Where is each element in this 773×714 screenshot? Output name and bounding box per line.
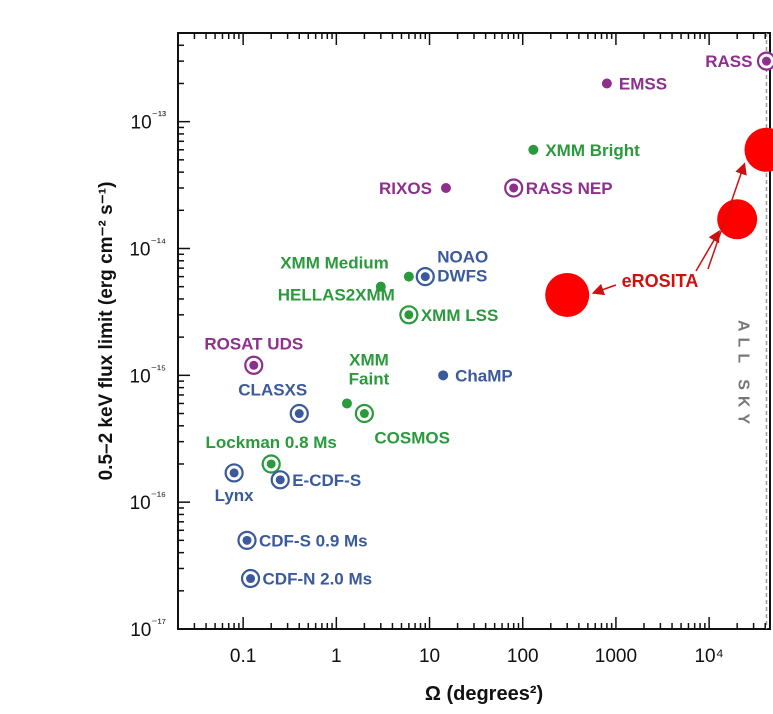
label-lynx: Lynx	[215, 486, 255, 505]
erosita-arrow-1	[591, 283, 617, 296]
erosita-point-2	[717, 199, 758, 240]
label-xmm-faint: XMM Faint	[349, 350, 390, 388]
point-xmm-medium	[375, 281, 386, 292]
y-tick-label: 10⁻¹⁵	[130, 362, 166, 387]
x-tick-label: 100	[507, 646, 539, 667]
y-tick-label: 10⁻¹³	[131, 109, 166, 134]
point-e-cdf-s	[275, 475, 285, 485]
all-sky-label: ALL SKY	[734, 320, 751, 430]
x-tick-label: 10⁴	[694, 646, 723, 667]
point-xmm-lss	[404, 310, 414, 320]
label-xmm-lss: XMM LSS	[421, 306, 498, 325]
label-emss: EMSS	[619, 74, 667, 93]
y-tick-label: 10⁻¹⁴	[129, 235, 166, 260]
erosita-arrow-3	[707, 162, 747, 270]
erosita-point-1	[545, 272, 590, 317]
label-cdf-s-0-9-ms: CDF-S 0.9 Ms	[259, 531, 368, 550]
erosita-point-3	[744, 127, 773, 172]
label-xmm-bright: XMM Bright	[545, 141, 640, 160]
point-cdf-s-0-9-ms	[242, 535, 252, 545]
label-hellas2xmm: HELLAS2XMM	[278, 286, 395, 305]
label-noao-dwfs: NOAO DWFS	[437, 248, 488, 286]
erosita-label: eROSITA	[622, 271, 699, 291]
point-hellas2xmm	[403, 271, 414, 282]
x-tick-label: 1000	[595, 646, 637, 667]
label-clasxs: CLASXS	[238, 381, 307, 400]
label-rosat-uds: ROSAT UDS	[204, 334, 303, 353]
y-tick-label: 10⁻¹⁶	[130, 489, 166, 514]
point-clasxs	[294, 409, 304, 419]
y-tick-label: 10⁻¹⁷	[130, 616, 166, 641]
point-rosat-uds	[249, 360, 259, 370]
point-noao-dwfs	[420, 272, 430, 282]
x-tick-label: 0.1	[230, 646, 256, 667]
point-lockman-0-8-ms	[266, 459, 276, 469]
label-champ: ChaMP	[455, 366, 513, 385]
y-axis-title: 0.5–2 keV flux limit (erg cm⁻² s⁻¹)	[96, 182, 117, 481]
label-e-cdf-s: E-CDF-S	[292, 471, 361, 490]
label-rixos: RIXOS	[379, 179, 432, 198]
label-xmm-medium: XMM Medium	[280, 254, 389, 273]
point-emss	[601, 78, 612, 89]
point-xmm-bright	[528, 144, 539, 155]
x-tick-label: 10	[419, 646, 440, 667]
point-cosmos	[359, 409, 369, 419]
point-cdf-n-2-0-ms	[246, 574, 256, 584]
point-rass	[761, 56, 771, 66]
point-rass-nep	[509, 183, 519, 193]
x-tick-label: 1	[331, 646, 342, 667]
label-rass-nep: RASS NEP	[526, 179, 613, 198]
label-cdf-n-2-0-ms: CDF-N 2.0 Ms	[263, 570, 373, 589]
point-rixos	[440, 182, 451, 193]
label-cosmos: COSMOS	[374, 429, 450, 448]
label-lockman-0-8-ms: Lockman 0.8 Ms	[206, 433, 337, 452]
point-xmm-faint	[341, 398, 352, 409]
label-rass: RASS	[705, 52, 752, 71]
point-champ	[438, 370, 449, 381]
x-axis-title: Ω (degrees²)	[425, 683, 543, 705]
point-lynx	[229, 468, 239, 478]
erosita-arrow-2	[695, 229, 720, 272]
